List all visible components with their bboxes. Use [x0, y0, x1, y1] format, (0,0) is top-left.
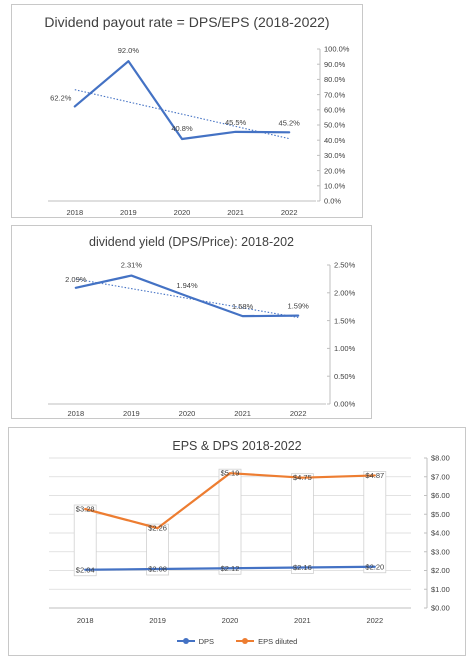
- legend-swatch: [236, 638, 255, 644]
- series-line-0: [74, 274, 300, 318]
- data-label: 1.58%: [232, 302, 254, 311]
- y-tick-label: $2.00: [431, 566, 450, 575]
- legend-label: EPS diluted: [258, 636, 298, 646]
- chart-title: dividend yield (DPS/Price): 2018-202: [89, 235, 294, 249]
- y-tick-label: 80.0%: [324, 75, 346, 84]
- y-tick-label: 20.0%: [324, 166, 346, 175]
- x-tick-label: 2018: [67, 409, 84, 418]
- data-label: $4.87: [365, 471, 384, 480]
- y-tick-label: $8.00: [431, 454, 450, 463]
- data-label: 45.5%: [225, 118, 247, 127]
- data-label: 1.59%: [288, 302, 310, 311]
- legend: DPS EPS diluted: [9, 635, 465, 646]
- y-tick-label: 1.50%: [334, 316, 356, 325]
- y-tick-label: 30.0%: [324, 151, 346, 160]
- x-tick-label: 2018: [77, 616, 94, 625]
- x-tick-label: 2021: [227, 208, 244, 217]
- data-label: 45.2%: [279, 118, 301, 127]
- legend-label: DPS: [198, 636, 215, 646]
- y-tick-label: $6.00: [431, 491, 450, 500]
- legend-item-eps-diluted[interactable]: EPS diluted: [236, 637, 297, 646]
- y-tick-label: 1.00%: [334, 344, 356, 353]
- data-label: $5.19: [221, 469, 240, 478]
- y-tick-label: $0.00: [431, 604, 450, 613]
- x-tick-label: 2022: [290, 409, 307, 418]
- series-line-eps-diluted: [84, 472, 376, 530]
- chart-title: Dividend payout rate = DPS/EPS (2018-202…: [44, 14, 330, 30]
- data-label: 40.8%: [171, 124, 193, 133]
- y-tick-label: 0.0%: [324, 197, 341, 206]
- y-tick-label: 2.00%: [334, 289, 356, 298]
- y-tick-label: 10.0%: [324, 182, 346, 191]
- y-tick-label: 50.0%: [324, 121, 346, 130]
- trendline: [75, 278, 299, 319]
- data-label-box: [73, 504, 97, 577]
- data-label: 1.94%: [176, 281, 198, 290]
- series-line-dps: [84, 565, 376, 571]
- x-tick-label: 2021: [234, 409, 251, 418]
- x-tick-label: 2020: [179, 409, 196, 418]
- data-label: 2.31%: [121, 261, 143, 270]
- eps-dps-chart: EPS & DPS 2018-2022 $0.00 $1.00 $2.00 $3.00…: [8, 427, 466, 656]
- x-tick-label: 2022: [281, 208, 298, 217]
- trendline: [74, 89, 290, 140]
- x-tick-label: 2020: [174, 208, 191, 217]
- y-tick-label: 40.0%: [324, 136, 346, 145]
- y-tick-label: $4.00: [431, 529, 450, 538]
- x-tick-label: 2022: [366, 616, 383, 625]
- x-tick-label: 2019: [123, 409, 140, 418]
- data-label-box: [218, 468, 242, 575]
- y-tick-label: 60.0%: [324, 106, 346, 115]
- x-tick-label: 2018: [66, 208, 83, 217]
- data-label: 62.2%: [50, 93, 72, 102]
- y-tick-label: 0.50%: [334, 372, 356, 381]
- data-label: $3.28: [76, 505, 95, 514]
- y-tick-label: $3.00: [431, 547, 450, 556]
- data-label-box: [290, 473, 314, 574]
- legend-item-dps[interactable]: DPS: [176, 636, 215, 646]
- y-tick-label: $1.00: [431, 585, 450, 594]
- dividend-yield-plot: 0.00% 0.50% 1.00% 1.50% 2.00% 2.50% 2018 2019 20…: [48, 261, 356, 418]
- y-tick-label: $7.00: [431, 472, 450, 481]
- eps-dps-plot: $0.00 $1.00 $2.00 $3.00 $4.00 $5.00 $6.00 $7.00…: [49, 454, 450, 625]
- data-label: $2.20: [365, 562, 384, 571]
- y-tick-label: 70.0%: [324, 90, 346, 99]
- dividend-yield-chart: dividend yield (DPS/Price): 2018-202 0.0…: [11, 225, 372, 419]
- data-label: $4.75: [293, 473, 312, 482]
- data-label: 2.09%: [65, 275, 87, 284]
- payout-rate-chart: Dividend payout rate = DPS/EPS (2018-202…: [11, 4, 363, 218]
- x-tick-label: 2019: [120, 208, 137, 217]
- x-tick-label: 2021: [294, 616, 311, 625]
- x-tick-label: 2020: [222, 616, 239, 625]
- payout-rate-plot: 0.0% 10.0% 20.0% 30.0% 40.0% 50.0% 60.0% 70.0% 8…: [48, 45, 350, 217]
- data-label: 92.0%: [118, 46, 140, 55]
- data-label-box: [363, 471, 387, 574]
- data-label: $2.08: [148, 565, 167, 574]
- series-line-0: [73, 60, 291, 141]
- data-label: $2.26: [148, 524, 167, 533]
- y-tick-label: 100.0%: [324, 45, 350, 54]
- y-tick-label: 2.50%: [334, 261, 356, 270]
- legend-swatch: [176, 638, 195, 644]
- y-tick-label: 90.0%: [324, 60, 346, 69]
- data-label: $2.04: [76, 565, 95, 574]
- y-tick-label: 0.00%: [334, 400, 356, 409]
- data-label: $2.12: [221, 564, 240, 573]
- y-tick-label: $5.00: [431, 510, 450, 519]
- data-label: $2.16: [293, 563, 312, 572]
- chart-title: EPS & DPS 2018-2022: [172, 439, 302, 453]
- data-label-box: [146, 523, 170, 576]
- x-tick-label: 2019: [149, 616, 166, 625]
